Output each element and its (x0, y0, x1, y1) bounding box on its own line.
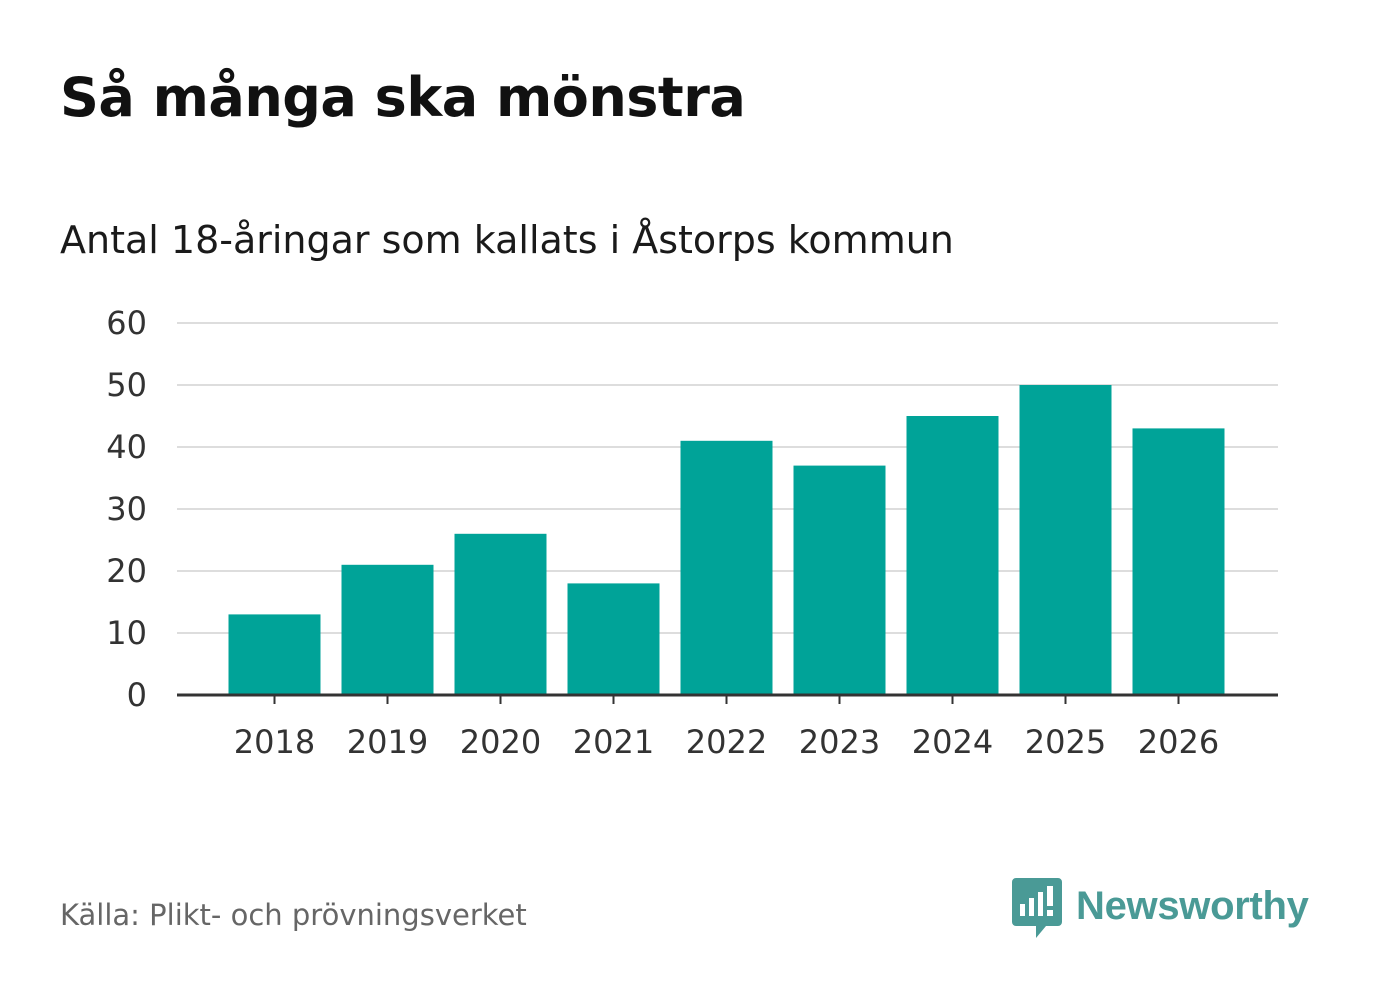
y-tick-label: 20 (106, 552, 147, 590)
newsworthy-logo-icon (1012, 878, 1062, 938)
bar-2019 (341, 564, 434, 695)
source-note: Källa: Plikt- och prövningsverket (60, 898, 527, 932)
y-tick-label: 0 (127, 676, 147, 714)
chart-subtitle: Antal 18-åringar som kallats i Åstorps k… (60, 218, 954, 262)
chart-title: Så många ska mönstra (60, 66, 746, 129)
x-tick-label: 2024 (912, 723, 993, 761)
y-tick-label: 40 (106, 428, 147, 466)
x-axis (177, 693, 1278, 704)
y-tick-label: 30 (106, 490, 147, 528)
bar-2020 (454, 533, 547, 695)
y-tick-label: 50 (106, 366, 147, 404)
x-tick-label: 2025 (1025, 723, 1106, 761)
x-tick-label: 2022 (686, 723, 767, 761)
y-tick-label: 10 (106, 614, 147, 652)
bar-2018 (228, 614, 321, 695)
x-tick-label: 2026 (1138, 723, 1219, 761)
y-tick-label: 60 (106, 304, 147, 342)
brand-name: Newsworthy (1076, 884, 1309, 928)
x-tick-label: 2018 (234, 723, 315, 761)
bar-2026 (1132, 428, 1225, 695)
bar-2024 (906, 416, 999, 695)
brand-logo: Newsworthy (1012, 878, 1309, 940)
bar-2022 (680, 440, 773, 695)
x-tick-label: 2019 (347, 723, 428, 761)
x-axis-labels: 2018 2019 2020 2021 2022 2023 2024 2025 2026 (234, 723, 1219, 761)
bar-2025 (1019, 385, 1112, 695)
x-tick-label: 2020 (460, 723, 541, 761)
x-tick-label: 2021 (573, 723, 654, 761)
bar-2021 (567, 583, 660, 695)
bar-2023 (793, 465, 886, 695)
x-tick-label: 2023 (799, 723, 880, 761)
bars (228, 385, 1225, 695)
y-axis-labels: 0 10 20 30 40 50 60 (106, 304, 147, 714)
